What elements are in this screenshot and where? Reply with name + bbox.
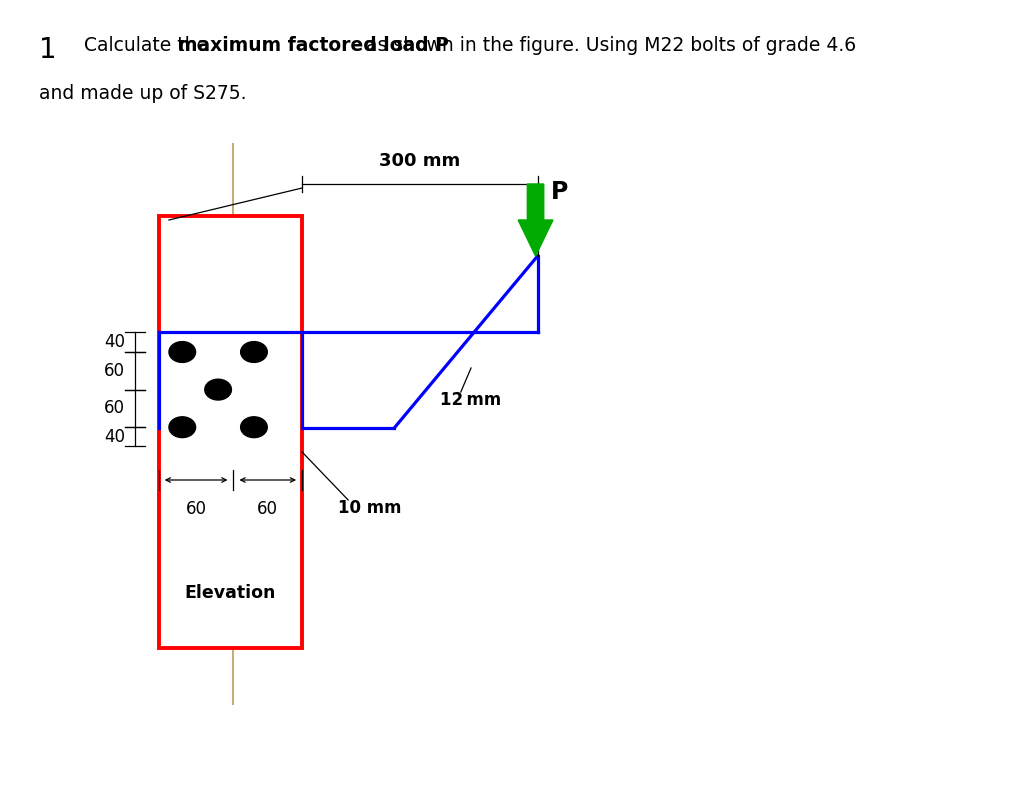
Text: as shown in the figure. Using M22 bolts of grade 4.6: as shown in the figure. Using M22 bolts …	[360, 36, 856, 55]
Text: Elevation: Elevation	[184, 584, 276, 602]
Text: and made up of S275.: and made up of S275.	[39, 84, 247, 103]
Circle shape	[205, 379, 231, 400]
Circle shape	[241, 342, 267, 362]
Text: 300 mm: 300 mm	[379, 152, 461, 170]
Text: 40: 40	[103, 333, 125, 351]
Circle shape	[241, 417, 267, 438]
Circle shape	[169, 417, 196, 438]
Text: 12 mm: 12 mm	[440, 391, 502, 409]
Text: 1: 1	[39, 36, 56, 64]
Bar	[159, 216, 302, 648]
Text: 10 mm: 10 mm	[338, 499, 401, 517]
Text: 60: 60	[257, 500, 279, 518]
Text: 60: 60	[103, 399, 125, 418]
Circle shape	[169, 342, 196, 362]
Text: maximum factored load P: maximum factored load P	[178, 36, 450, 55]
Text: P: P	[551, 180, 568, 204]
Text: 40: 40	[103, 428, 125, 446]
FancyArrow shape	[518, 184, 553, 256]
Text: Calculate the: Calculate the	[84, 36, 214, 55]
Text: 60: 60	[185, 500, 207, 518]
Text: 60: 60	[103, 362, 125, 380]
